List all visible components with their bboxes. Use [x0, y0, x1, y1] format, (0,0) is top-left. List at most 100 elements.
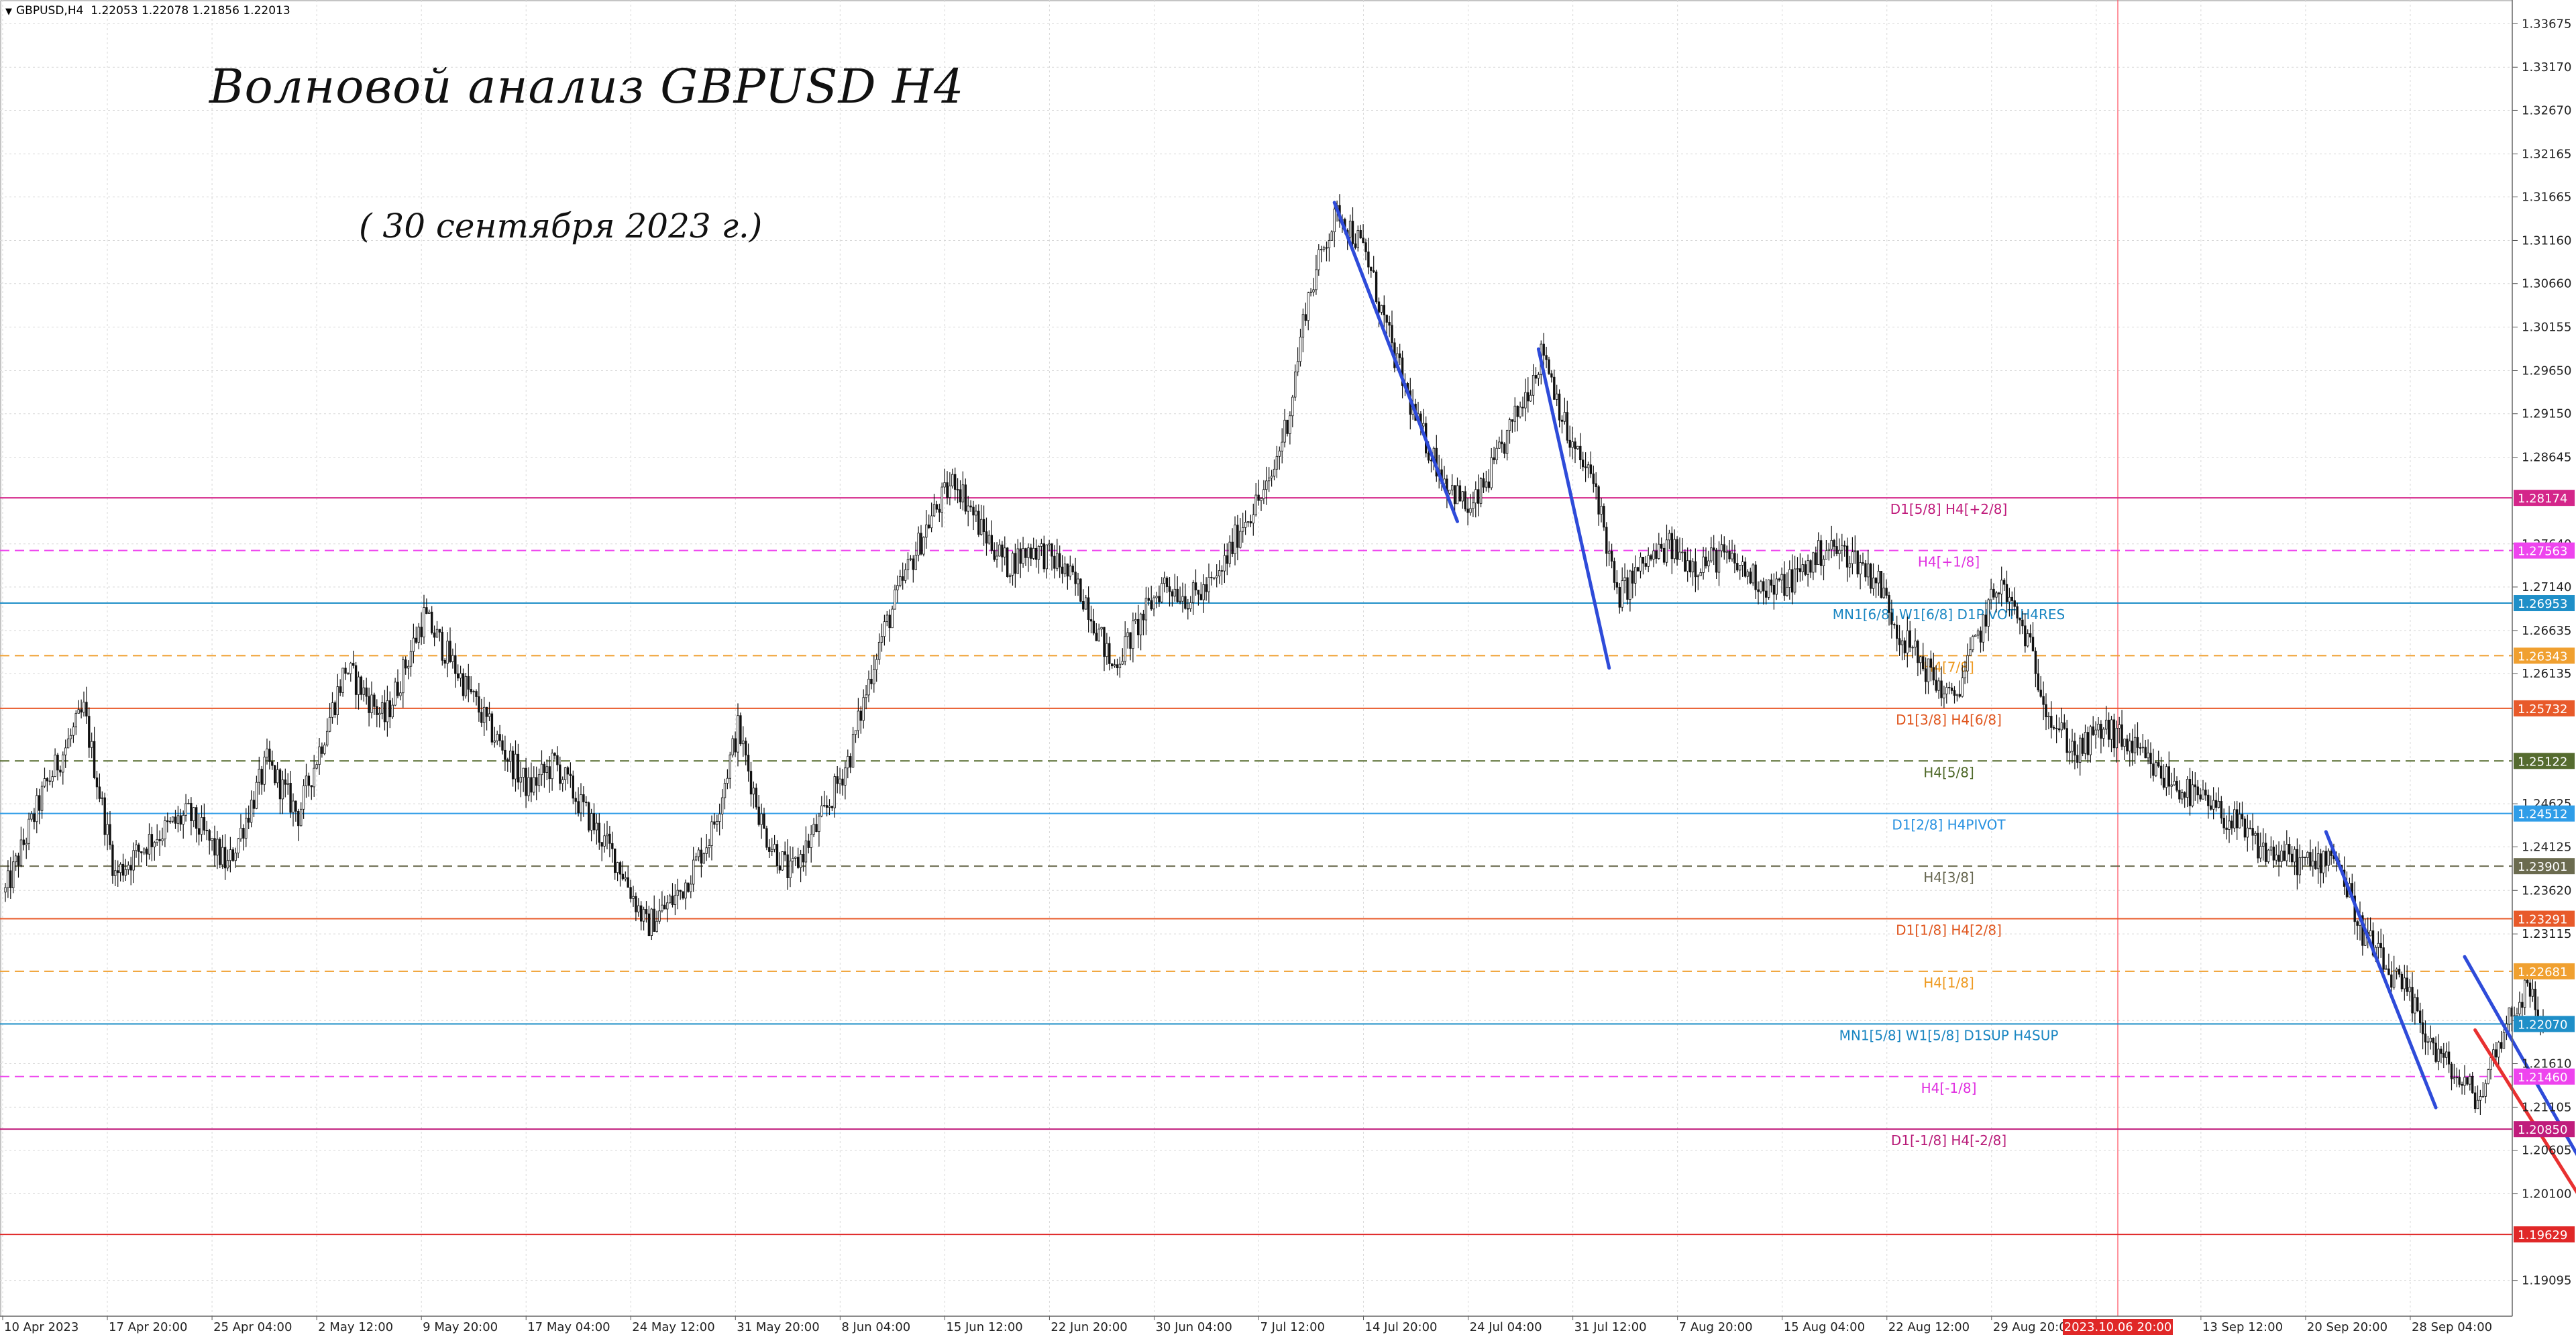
- candle-body: [941, 486, 943, 513]
- candle-body: [1511, 419, 1514, 422]
- candle-body: [1801, 564, 1804, 572]
- candle-body: [590, 813, 593, 831]
- level-price-label: 1.21460: [2518, 1071, 2567, 1085]
- candle-body: [2170, 784, 2173, 787]
- candle-body: [449, 641, 451, 662]
- candle-body: [9, 870, 12, 888]
- candle-body: [1972, 636, 1974, 651]
- candle-body: [1555, 393, 1558, 400]
- candle-body: [380, 702, 384, 714]
- candle-body: [1059, 553, 1061, 568]
- candle-body: [276, 769, 279, 784]
- chevron-down-icon[interactable]: ▼: [5, 7, 12, 17]
- wave-trendline: [2463, 955, 2576, 1157]
- level-label: MN1[5/8] W1[5/8] D1SUP H4SUP: [1839, 1027, 2059, 1043]
- candle-body: [2231, 820, 2233, 828]
- candle-body: [1069, 566, 1071, 577]
- candle-body: [2039, 690, 2042, 697]
- candle-body: [2392, 970, 2396, 988]
- chart-title: Волновой анализ GBPUSD H4: [209, 59, 965, 114]
- candle-body: [969, 505, 972, 508]
- candle-body: [72, 727, 75, 736]
- candle-body: [2222, 818, 2225, 828]
- candle-body: [98, 786, 101, 799]
- candle-body: [2081, 737, 2084, 754]
- candle-body: [237, 839, 239, 854]
- candle-body: [302, 785, 305, 810]
- candle-body: [1173, 588, 1176, 597]
- candle-body: [749, 771, 753, 795]
- candle-body: [1992, 588, 1995, 598]
- time-tick-label: 24 Jul 04:00: [1470, 1320, 1542, 1334]
- candle-body: [1882, 588, 1885, 598]
- candle-body: [2497, 1042, 2500, 1058]
- candle-body: [299, 808, 303, 826]
- candle-body: [193, 807, 195, 821]
- candle-body: [1579, 445, 1582, 461]
- candle-body: [985, 531, 988, 544]
- candle-body: [1976, 631, 1980, 636]
- candle-body: [488, 713, 491, 717]
- candle-body: [2306, 852, 2309, 858]
- candle-body: [883, 621, 886, 637]
- candle-body: [2395, 969, 2398, 971]
- candle-body: [19, 839, 23, 866]
- candle-body: [88, 716, 91, 748]
- candle-body: [1553, 376, 1556, 400]
- time-tick-label: 25 Apr 04:00: [213, 1320, 292, 1334]
- candle-body: [720, 797, 724, 814]
- candle-body: [545, 766, 548, 773]
- candle-body: [674, 895, 677, 905]
- candle-body: [451, 655, 454, 662]
- candle-body: [263, 757, 266, 785]
- candle-body: [2521, 1002, 2524, 1008]
- candle-body: [1016, 548, 1019, 574]
- candle-body: [781, 851, 784, 871]
- candle-body: [1208, 577, 1210, 592]
- candle-body: [1697, 575, 1699, 578]
- candle-body: [1187, 608, 1189, 610]
- candle-body: [810, 834, 812, 848]
- candle-body: [530, 777, 533, 793]
- candle-body: [676, 890, 679, 896]
- candle-body: [266, 749, 268, 758]
- candle-body: [90, 741, 93, 748]
- candle-body: [119, 863, 122, 873]
- candle-body: [2251, 828, 2254, 836]
- time-tick-label: 10 Apr 2023: [4, 1320, 78, 1334]
- candle-body: [234, 853, 237, 861]
- candle-body: [930, 515, 933, 529]
- candle-body: [1752, 564, 1754, 584]
- level-label: H4[+1/8]: [1918, 554, 1980, 570]
- candle-body: [1356, 230, 1359, 248]
- candle-body: [1330, 231, 1333, 241]
- candle-body: [1281, 441, 1283, 451]
- candle-body: [1359, 230, 1362, 239]
- candle-body: [713, 821, 716, 825]
- level-price-badge: [2514, 1068, 2575, 1085]
- candle-body: [127, 865, 129, 870]
- candle-body: [2445, 1051, 2448, 1058]
- candle-body: [2450, 1063, 2453, 1079]
- candle-body: [1362, 237, 1364, 244]
- candle-body: [1655, 550, 1658, 559]
- candle-body: [1550, 373, 1553, 378]
- candle-body: [428, 611, 431, 614]
- candle-body: [2084, 732, 2087, 754]
- candle-body: [540, 763, 543, 775]
- candle-body: [862, 697, 865, 721]
- candle-body: [797, 857, 800, 868]
- candle-body: [2126, 739, 2129, 751]
- candle-body: [1862, 562, 1864, 564]
- candle-body: [2531, 988, 2534, 997]
- candle-body: [509, 750, 512, 762]
- level-price-label: 1.22681: [2518, 965, 2567, 979]
- candle-body: [1422, 423, 1425, 427]
- candle-body: [614, 848, 616, 873]
- candle-body: [2316, 853, 2320, 869]
- candle-body: [616, 862, 619, 873]
- candle-body: [1106, 643, 1108, 657]
- level-price-label: 1.22070: [2518, 1018, 2567, 1032]
- candle-body: [836, 776, 839, 784]
